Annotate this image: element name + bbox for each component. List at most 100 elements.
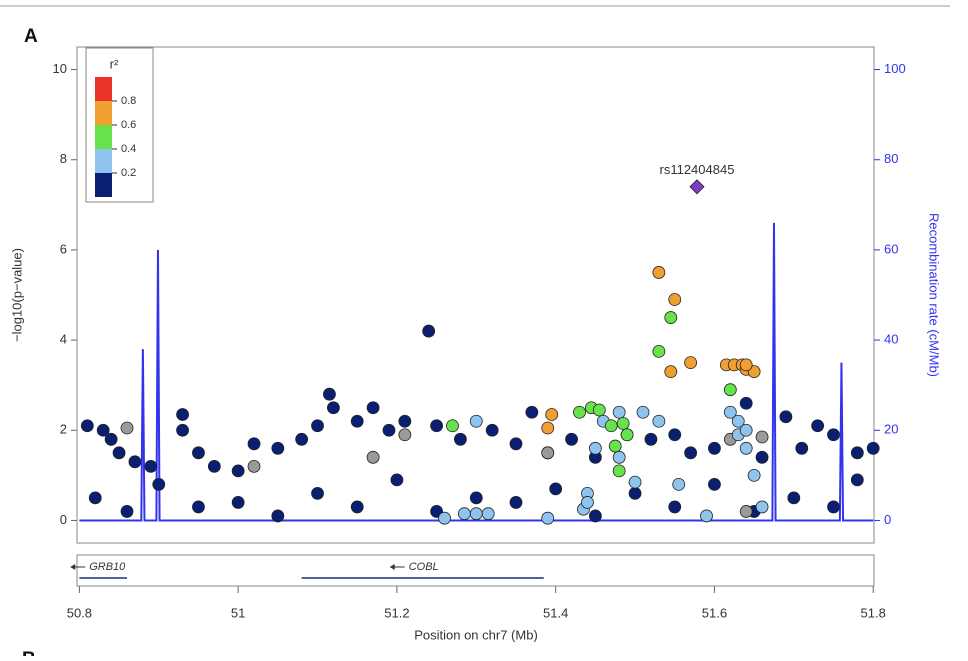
snp-point (612, 450, 626, 464)
snp-point (446, 419, 459, 433)
legend-tick-label: 0.4 (121, 143, 136, 155)
snp-point (850, 473, 864, 487)
gene-name: COBL (409, 561, 439, 573)
snp-point (96, 423, 110, 437)
snp-point (398, 428, 412, 442)
snp-point (739, 358, 753, 372)
snp-point (612, 464, 626, 478)
snp-point (271, 509, 285, 523)
snp-point (795, 441, 809, 455)
y2-tick-label: 80 (884, 151, 898, 166)
snp-point (620, 428, 634, 442)
snp-point (652, 266, 666, 279)
snp-point (390, 473, 404, 487)
snp-point (608, 439, 622, 453)
snp-point (430, 419, 444, 433)
snp-point (398, 414, 412, 428)
panel-label: B (22, 649, 36, 656)
snp-point (311, 419, 324, 433)
snp-point (422, 324, 436, 338)
x-axis-label: Position on chr7 (Mb) (414, 627, 538, 642)
snp-point (509, 496, 523, 509)
snp-point (565, 432, 578, 446)
snp-point (120, 505, 134, 518)
x-tick-label: 51 (231, 605, 245, 620)
snp-point (588, 509, 602, 523)
snp-point (438, 511, 451, 525)
snp-point (112, 446, 126, 460)
lead-snp (689, 179, 705, 195)
y-tick-label: 0 (60, 512, 67, 527)
snp-point (664, 311, 678, 324)
x-tick-label: 50.8 (67, 605, 92, 620)
snp-point (581, 496, 594, 509)
snp-point (231, 496, 245, 509)
x-tick-label: 51.8 (861, 605, 886, 620)
snp-point (382, 423, 396, 437)
snp-point (747, 468, 761, 482)
snp-point (573, 405, 586, 419)
y2-tick-label: 100 (884, 61, 906, 76)
snp-point (739, 505, 753, 518)
snp-point (827, 428, 840, 442)
x-tick-label: 51.4 (543, 605, 568, 620)
snp-point (80, 419, 94, 433)
y2-tick-label: 60 (884, 241, 898, 256)
snp-point (672, 477, 686, 491)
gene-arrow-head (70, 564, 76, 570)
snp-point (549, 482, 563, 496)
gene-frame (76, 554, 875, 587)
snp-point (541, 511, 555, 525)
x-tick-label: 51.2 (384, 605, 409, 620)
snp-point (454, 432, 467, 446)
snp-point (247, 459, 261, 473)
snp-point (755, 450, 769, 464)
snp-point (723, 383, 737, 397)
legend-tick-label: 0.6 (121, 119, 136, 131)
snp-point (604, 419, 618, 433)
legend-tick-label: 0.2 (121, 167, 136, 179)
y-tick-label: 4 (60, 332, 67, 347)
plot-frame (76, 46, 875, 544)
snp-point (731, 414, 745, 428)
snp-point (469, 507, 483, 521)
snp-point (612, 405, 626, 419)
snp-point (700, 509, 713, 523)
snp-point (664, 365, 678, 379)
snp-point (469, 414, 483, 428)
snp-point (787, 491, 801, 505)
snp-point (207, 459, 221, 473)
panel-label: A (24, 26, 38, 47)
legend-swatch (95, 101, 112, 125)
snp-point (652, 414, 666, 428)
snp-point (644, 432, 658, 446)
snp-point (592, 403, 606, 417)
snp-point (739, 396, 753, 410)
y-tick-label: 2 (60, 422, 67, 437)
snp-point (636, 405, 650, 419)
snp-point (128, 455, 142, 469)
snp-point (684, 356, 698, 370)
legend-swatch (95, 77, 112, 101)
snp-point (192, 500, 205, 514)
snp-point (481, 507, 495, 521)
snp-point (541, 421, 555, 435)
snp-point (866, 441, 880, 455)
recombination-line (79, 222, 874, 522)
snp-point (509, 437, 523, 451)
snp-point (739, 441, 753, 455)
y2-tick-label: 20 (884, 422, 898, 437)
legend-swatch (95, 149, 112, 173)
snp-point (144, 459, 158, 473)
snp-point (88, 491, 102, 505)
y2-tick-label: 40 (884, 332, 898, 347)
snp-point (247, 437, 261, 451)
y-tick-label: 6 (60, 241, 67, 256)
legend-tick-label: 0.8 (121, 95, 136, 107)
snp-point (327, 401, 340, 415)
snp-point (723, 405, 737, 419)
snp-point (350, 414, 364, 428)
snp-point (120, 421, 134, 435)
snp-point (755, 430, 769, 444)
snp-point (457, 507, 471, 521)
